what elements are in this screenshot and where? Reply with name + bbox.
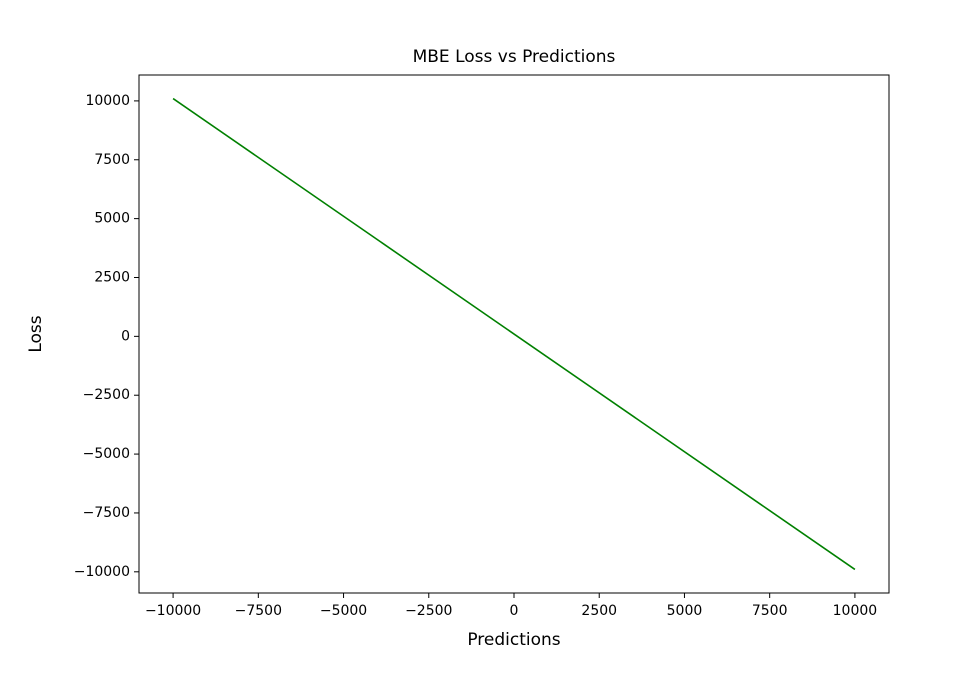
series-line (172, 97, 856, 571)
y-tick-label: −10000 (74, 564, 130, 580)
y-tick-label: 0 (121, 328, 130, 344)
x-tick-label: 2500 (581, 603, 617, 619)
x-axis-label: Predictions (467, 630, 560, 650)
chart-title: MBE Loss vs Predictions (413, 47, 616, 67)
x-tick-label: 10000 (833, 603, 878, 619)
y-tick-label: −7500 (83, 505, 130, 521)
y-tick-label: 7500 (94, 152, 130, 168)
y-tick-label: −2500 (83, 387, 130, 403)
y-tick-label: 2500 (94, 269, 130, 285)
y-axis-label: Loss (26, 315, 46, 352)
x-tick-label: −5000 (320, 603, 367, 619)
x-tick-label: 5000 (667, 603, 703, 619)
y-tick-label: 5000 (94, 211, 130, 227)
x-tick-label: −10000 (145, 603, 201, 619)
x-tick-label: 7500 (752, 603, 788, 619)
x-tick-label: 0 (510, 603, 519, 619)
y-tick-label: −5000 (83, 446, 130, 462)
y-tick-label: 10000 (85, 93, 130, 109)
plot-frame (138, 74, 890, 594)
x-tick-label: −7500 (235, 603, 282, 619)
x-tick-label: −2500 (405, 603, 452, 619)
